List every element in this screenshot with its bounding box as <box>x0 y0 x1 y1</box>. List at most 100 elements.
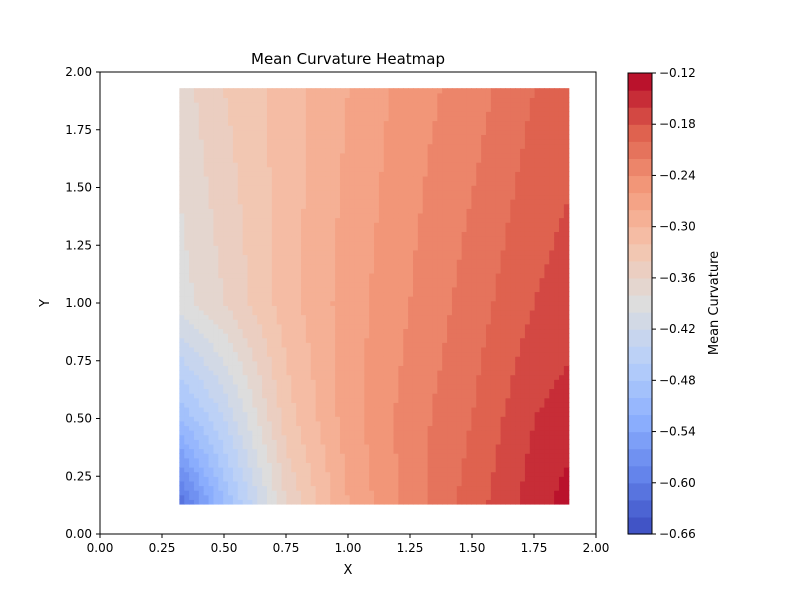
heatmap-cell <box>335 467 341 473</box>
heatmap-cell <box>563 291 570 297</box>
heatmap-cell <box>198 443 205 450</box>
heatmap-cell <box>456 305 463 311</box>
heatmap-cell <box>451 277 458 283</box>
heatmap-cell <box>349 397 356 403</box>
heatmap-cell <box>262 236 268 242</box>
heatmap-cell <box>232 406 239 413</box>
heatmap-cell <box>198 254 205 260</box>
heatmap-cell <box>184 309 190 316</box>
heatmap-cell <box>218 383 224 390</box>
heatmap-cell <box>515 374 521 380</box>
heatmap-cell <box>247 379 253 385</box>
heatmap-cell <box>515 480 521 487</box>
heatmap-cell <box>247 453 253 459</box>
heatmap-cell <box>563 416 570 422</box>
heatmap-cell <box>451 323 458 330</box>
heatmap-cell <box>349 490 356 496</box>
heatmap-cell <box>189 379 195 385</box>
heatmap-cell <box>393 282 399 288</box>
heatmap-cell <box>213 328 219 334</box>
heatmap-cell <box>529 388 536 394</box>
heatmap-cell <box>369 397 375 403</box>
heatmap-cell <box>432 282 438 288</box>
heatmap-cell <box>495 457 502 463</box>
heatmap-cell <box>281 430 288 436</box>
heatmap-cell <box>325 499 331 505</box>
heatmap-cell <box>505 490 511 496</box>
heatmap-cell <box>291 430 297 436</box>
heatmap-cell <box>447 305 453 311</box>
heatmap-cell <box>510 369 516 376</box>
heatmap-cell <box>325 485 331 491</box>
heatmap-cell <box>335 356 341 362</box>
heatmap-cell <box>184 439 190 445</box>
heatmap-cell <box>281 467 288 473</box>
heatmap-cell <box>213 411 219 417</box>
heatmap-cell <box>515 402 521 408</box>
heatmap-cell <box>544 282 550 288</box>
heatmap-cell <box>257 309 263 316</box>
heatmap-cell <box>369 425 375 431</box>
heatmap-cell <box>271 485 278 491</box>
heatmap-cell <box>213 476 219 482</box>
heatmap-cell <box>335 342 341 348</box>
heatmap-cell <box>179 337 185 343</box>
heatmap-cell <box>534 342 541 348</box>
heatmap-cell <box>412 448 419 454</box>
heatmap-cell <box>252 240 258 246</box>
heatmap-cell <box>515 383 521 390</box>
heatmap-cell <box>451 457 458 463</box>
heatmap-cell <box>344 457 351 463</box>
heatmap-cell <box>349 374 356 380</box>
heatmap-cell <box>193 351 200 357</box>
heatmap-cell <box>339 236 346 242</box>
heatmap-cell <box>179 309 185 316</box>
heatmap-cell <box>481 374 487 380</box>
heatmap-cell <box>369 430 375 436</box>
heatmap-cell <box>271 217 278 223</box>
heatmap-cell <box>213 263 219 269</box>
heatmap-cell <box>281 439 288 445</box>
heatmap-cell <box>344 296 351 302</box>
heatmap-cell <box>510 249 516 256</box>
heatmap-cell <box>451 263 458 269</box>
heatmap-cell <box>291 236 297 242</box>
heatmap-cell <box>305 212 312 219</box>
heatmap-cell <box>213 346 219 353</box>
heatmap-cell <box>208 245 215 251</box>
heatmap-cell <box>310 240 317 246</box>
heatmap-cell <box>500 485 507 491</box>
heatmap-cell <box>359 467 365 473</box>
heatmap-cell <box>189 342 195 348</box>
heatmap-cell <box>388 351 395 357</box>
heatmap-cell <box>364 490 370 496</box>
heatmap-cell <box>563 226 570 232</box>
heatmap-cell <box>286 425 292 431</box>
heatmap-cell <box>228 494 234 500</box>
heatmap-cell <box>456 319 463 325</box>
heatmap-cell <box>257 323 263 330</box>
heatmap-cell <box>495 309 502 316</box>
heatmap-cell <box>179 259 185 265</box>
heatmap-cell <box>262 416 268 422</box>
heatmap-cell <box>490 217 497 223</box>
heatmap-cell <box>417 411 424 417</box>
heatmap-cell <box>369 346 375 353</box>
heatmap-cell <box>505 268 511 274</box>
heatmap-cell <box>369 226 375 232</box>
heatmap-cell <box>461 305 468 311</box>
heatmap-cell <box>515 411 521 417</box>
heatmap-cell <box>558 402 565 408</box>
heatmap-cell <box>335 305 341 311</box>
heatmap-cell <box>281 434 288 440</box>
heatmap-cell <box>296 388 302 394</box>
heatmap-cell <box>490 309 497 316</box>
heatmap-cell <box>505 393 511 399</box>
heatmap-cell <box>305 462 312 468</box>
heatmap-cell <box>378 296 385 302</box>
heatmap-cell <box>485 249 492 256</box>
heatmap-cell <box>359 397 365 403</box>
heatmap-cell <box>505 388 511 394</box>
heatmap-cell <box>266 222 273 228</box>
heatmap-cell <box>422 379 429 385</box>
